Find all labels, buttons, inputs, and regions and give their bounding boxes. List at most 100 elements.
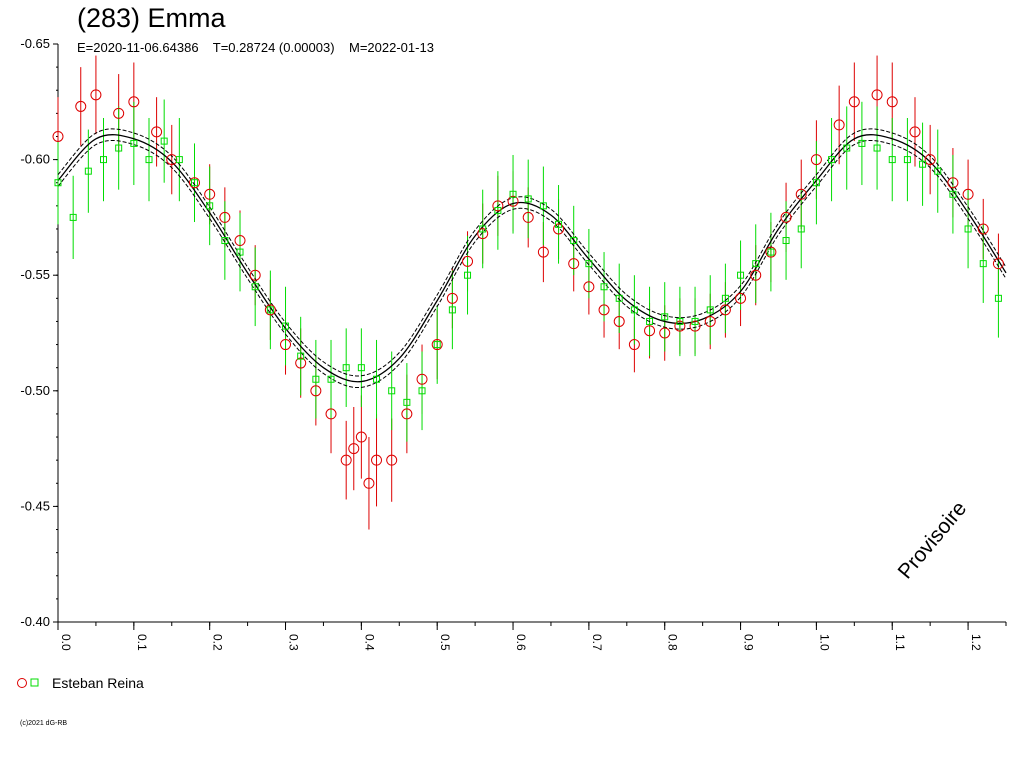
data-point-circle [886,96,898,108]
data-point-square [266,306,274,314]
data-point-circle [735,292,747,304]
data-point-circle [909,126,921,138]
data-point-circle [613,315,625,327]
data-point-square [54,179,62,187]
y-tick-label: -0.65 [20,36,50,51]
legend: Esteban Reina [16,675,144,691]
data-point-square [236,248,244,256]
data-point-square [115,144,123,152]
data-point-circle [522,211,534,223]
data-point-square [175,156,183,164]
data-point-square [418,387,426,395]
x-tick-label: 1.1 [893,634,907,651]
x-tick-label: 0.4 [362,634,376,651]
x-tick-label: 1.0 [817,634,831,651]
data-point-circle [780,211,792,223]
data-point-square [509,190,517,198]
data-point-square [206,202,214,210]
data-point-square [585,260,593,268]
legend-circle-marker [17,678,27,688]
fit-lower-bound [57,140,1007,389]
data-point-circle [492,200,504,212]
data-point-square [297,352,305,360]
data-point-circle [75,100,87,112]
data-point-square [752,260,760,268]
data-point-square [600,283,608,291]
data-point-circle [363,477,375,489]
y-tick-label: -0.55 [20,267,50,282]
fit-curve [57,128,1007,389]
data-point-square [919,160,927,168]
x-tick-label: 0.9 [742,634,756,651]
x-tick-label: 0.2 [211,634,225,651]
data-point-circle [355,431,367,443]
data-point-square [494,206,502,214]
data-point-circle [348,443,360,455]
data-point-circle [598,304,610,316]
data-point-square [130,139,138,147]
data-point-square [433,341,441,349]
x-tick-label: 1.2 [969,634,983,651]
data-point-square [479,225,487,233]
chart-title: (283) Emma [77,3,226,33]
data-point-circle [924,154,936,166]
data-point-square [100,156,108,164]
data-point-circle [765,246,777,258]
data-point-circle [477,228,489,240]
data-point-square [69,213,77,221]
data-point-square [721,294,729,302]
data-point-square [828,156,836,164]
data-point-square [84,167,92,175]
data-point-square [797,225,805,233]
data-point-circle [507,195,519,207]
data-point-square [964,225,972,233]
fit-line [57,134,1007,383]
data-point-square [646,317,654,325]
data-point-circle [310,385,322,397]
y-tick-label: -0.60 [20,152,50,167]
y-tick-label: -0.40 [20,614,50,629]
x-tick-label: 0.1 [135,634,149,651]
data-point-square [979,260,987,268]
data-point-square [737,271,745,279]
data-point-circle [340,454,352,466]
data-point-circle [295,357,307,369]
data-point-square [373,375,381,383]
x-tick-label: 0.0 [59,634,73,651]
x-tick-label: 0.5 [438,634,452,651]
data-point-square [282,322,290,330]
data-points [52,89,1004,489]
data-point-square [570,237,578,245]
chart-axes [53,43,1007,630]
data-point-circle [674,320,686,332]
data-point-circle [128,96,140,108]
data-point-square [357,364,365,372]
data-point-circle [219,211,231,223]
data-point-square [145,156,153,164]
chart-subtitle: E=2020-11-06.64386 T=0.28724 (0.00003) M… [77,40,434,55]
data-point-circle [462,255,474,267]
data-point-square [251,283,259,291]
data-point-circle [977,223,989,235]
x-tick-labels: 0.0 0.1 0.2 0.3 0.4 0.5 0.6 0.7 0.8 0.9 1.0 1.1 1.2 [59,634,983,651]
data-point-circle [249,269,261,281]
data-point-square [555,220,563,228]
data-point-square [312,375,320,383]
data-point-square [160,137,168,145]
data-point-circle [628,339,640,351]
data-point-circle [90,89,102,101]
data-point-square [767,248,775,256]
x-tick-label: 0.7 [590,634,604,651]
data-point-circle [553,223,565,235]
y-tick-label: -0.45 [20,498,50,513]
data-point-square [676,317,684,325]
error-bars [57,55,999,530]
data-point-square [691,317,699,325]
data-point-circle [371,454,383,466]
data-point-circle [848,96,860,108]
data-point-circle [280,339,292,351]
data-point-circle [810,154,822,166]
data-point-circle [704,315,716,327]
data-point-circle [234,235,246,247]
